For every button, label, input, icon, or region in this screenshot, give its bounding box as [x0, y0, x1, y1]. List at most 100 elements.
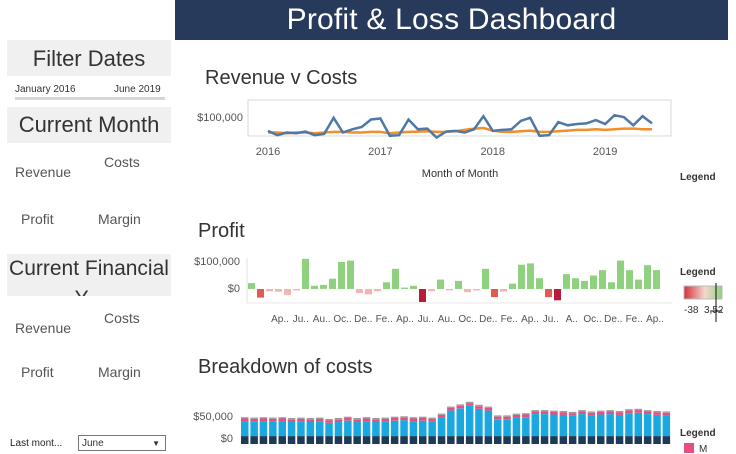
cost-bar-segment-dark[interactable] — [643, 436, 652, 444]
cost-bar-segment-dark[interactable] — [259, 436, 268, 444]
cost-bar-segment-grey[interactable] — [653, 411, 661, 413]
cost-bar-segment-grey[interactable] — [353, 418, 361, 420]
cost-bar-segment-grey[interactable] — [362, 417, 371, 419]
cost-bar-segment-pink[interactable] — [653, 412, 661, 415]
cost-bar-segment-grey[interactable] — [540, 410, 549, 412]
cost-bar-segment-grey[interactable] — [465, 401, 474, 404]
cost-bar-segment-dark[interactable] — [250, 436, 258, 444]
cost-bar-segment-pink[interactable] — [297, 418, 305, 422]
cost-bar-segment-pink[interactable] — [503, 416, 511, 420]
cost-bar-segment-pink[interactable] — [522, 414, 530, 418]
filter-start-date[interactable]: January 2016 — [15, 84, 76, 95]
date-range-slider[interactable] — [15, 97, 165, 100]
cost-bar-segment-grey[interactable] — [475, 404, 483, 407]
cost-bar-segment-pink[interactable] — [381, 418, 390, 422]
cost-bar-segment-pink[interactable] — [559, 412, 568, 415]
cost-bar-segment-dark[interactable] — [578, 436, 586, 444]
cost-bar-segment-pink[interactable] — [241, 418, 249, 422]
cost-bar-segment-grey[interactable] — [597, 410, 605, 412]
profit-bar[interactable] — [266, 289, 273, 292]
cost-bar-segment-grey[interactable] — [409, 417, 418, 419]
profit-bar[interactable] — [599, 270, 606, 289]
cost-bar-segment-blue[interactable] — [625, 413, 633, 437]
cost-bar-segment-dark[interactable] — [400, 436, 408, 444]
cost-bar-segment-dark[interactable] — [447, 436, 455, 444]
cost-bar-segment-blue[interactable] — [597, 414, 605, 437]
cost-bar-segment-dark[interactable] — [344, 436, 352, 444]
profit-bar[interactable] — [320, 284, 327, 289]
profit-bar[interactable] — [392, 268, 399, 290]
cost-bar-segment-grey[interactable] — [259, 417, 268, 419]
profit-bar[interactable] — [626, 270, 633, 289]
cost-bar-segment-dark[interactable] — [522, 436, 530, 444]
cost-bar-segment-dark[interactable] — [615, 436, 624, 444]
cost-bar-segment-blue[interactable] — [484, 410, 493, 437]
profit-bar[interactable] — [581, 280, 588, 289]
profit-bar[interactable] — [491, 289, 498, 298]
cost-bar-segment-grey[interactable] — [456, 404, 465, 406]
cost-bar-segment-dark[interactable] — [475, 436, 483, 444]
cost-bar-segment-dark[interactable] — [334, 436, 343, 444]
last-month-dropdown[interactable]: June ▼ — [78, 435, 166, 451]
profit-bar[interactable] — [527, 263, 534, 289]
profit-bar[interactable] — [473, 289, 480, 291]
profit-bar[interactable] — [347, 260, 354, 289]
cost-bar-segment-blue[interactable] — [269, 421, 277, 437]
cost-bar-segment-pink[interactable] — [362, 418, 371, 422]
cost-bar-segment-dark[interactable] — [390, 436, 399, 444]
cost-bar-segment-dark[interactable] — [362, 436, 371, 444]
cost-bar-segment-pink[interactable] — [344, 418, 352, 421]
cost-bar-segment-blue[interactable] — [419, 420, 427, 437]
profit-bar[interactable] — [446, 289, 453, 291]
cost-bar-segment-grey[interactable] — [344, 416, 352, 418]
cost-bar-segment-blue[interactable] — [390, 420, 399, 437]
profit-bar[interactable] — [356, 289, 363, 293]
cost-bar-segment-grey[interactable] — [587, 411, 596, 413]
profit-bar[interactable] — [482, 268, 489, 290]
cost-bar-segment-grey[interactable] — [615, 411, 624, 413]
cost-bar-segment-blue[interactable] — [428, 421, 436, 437]
cost-bar-segment-grey[interactable] — [494, 415, 502, 417]
cost-bar-segment-grey[interactable] — [325, 418, 333, 421]
cost-bar-segment-dark[interactable] — [662, 436, 671, 444]
cost-bar-segment-blue[interactable] — [540, 414, 549, 437]
cost-bar-segment-blue[interactable] — [334, 422, 343, 437]
cost-bar-segment-dark[interactable] — [316, 436, 324, 444]
cost-bar-segment-blue[interactable] — [568, 415, 577, 436]
cost-bar-segment-grey[interactable] — [241, 417, 249, 419]
cost-bar-segment-grey[interactable] — [437, 413, 446, 415]
cost-bar-segment-pink[interactable] — [587, 412, 596, 416]
cost-bar-segment-dark[interactable] — [297, 436, 305, 444]
profit-bar[interactable] — [653, 270, 660, 289]
cost-bar-segment-pink[interactable] — [531, 411, 540, 414]
cost-bar-segment-dark[interactable] — [494, 436, 502, 444]
profit-bar[interactable] — [554, 289, 561, 301]
cost-bar-segment-dark[interactable] — [437, 436, 446, 444]
cost-bar-segment-pink[interactable] — [390, 418, 399, 421]
cost-bar-segment-blue[interactable] — [297, 421, 305, 437]
cost-bar-segment-blue[interactable] — [662, 415, 671, 437]
profit-bar[interactable] — [428, 289, 435, 292]
cost-bar-segment-dark[interactable] — [419, 436, 427, 444]
cost-bar-segment-blue[interactable] — [353, 422, 361, 437]
cost-bar-segment-blue[interactable] — [437, 417, 446, 437]
cost-bar-segment-dark[interactable] — [597, 436, 605, 444]
cost-bar-segment-blue[interactable] — [522, 417, 530, 437]
profit-bar[interactable] — [437, 279, 444, 289]
cost-bar-segment-grey[interactable] — [278, 417, 287, 419]
profit-bar[interactable] — [509, 283, 516, 289]
cost-bar-segment-grey[interactable] — [559, 411, 568, 413]
cost-bar-segment-pink[interactable] — [400, 417, 408, 421]
cost-bar-segment-pink[interactable] — [259, 418, 268, 422]
cost-bar-segment-blue[interactable] — [578, 414, 586, 437]
cost-bar-segment-blue[interactable] — [494, 419, 502, 437]
cost-bar-segment-dark[interactable] — [372, 436, 380, 444]
cost-bar-segment-blue[interactable] — [559, 415, 568, 437]
cost-bar-segment-pink[interactable] — [447, 407, 455, 411]
cost-bar-segment-blue[interactable] — [503, 419, 511, 437]
profit-bar[interactable] — [545, 289, 552, 298]
profit-bar[interactable] — [536, 278, 543, 289]
profit-bar[interactable] — [635, 279, 642, 289]
cost-bar-segment-dark[interactable] — [456, 436, 465, 444]
profit-bar[interactable] — [608, 282, 615, 290]
